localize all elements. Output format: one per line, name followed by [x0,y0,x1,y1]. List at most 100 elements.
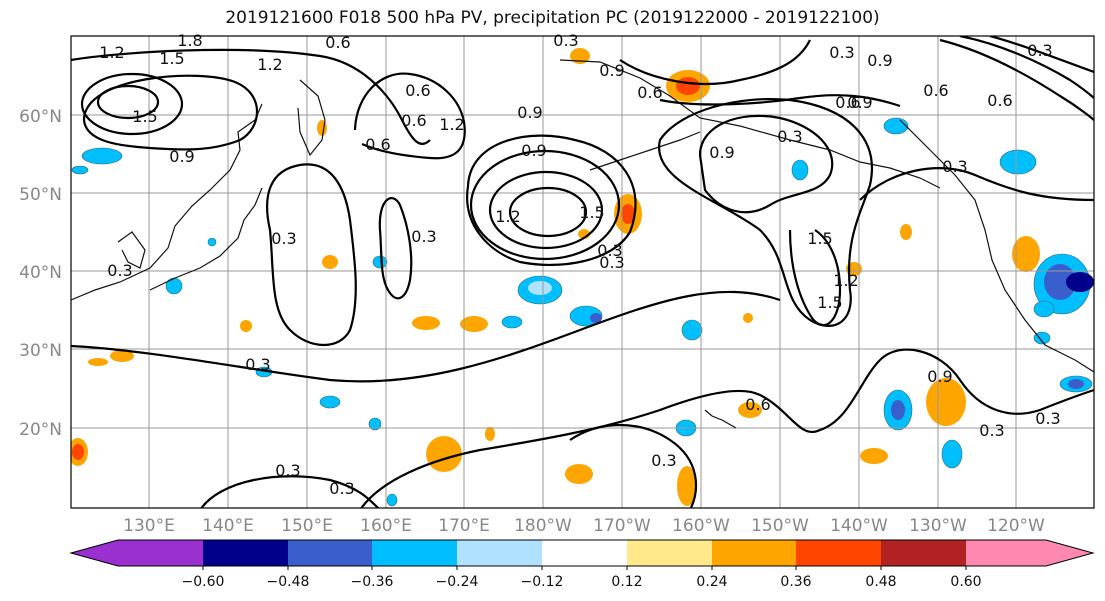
contour-west-1 [82,74,259,151]
contour-label: 0.3 [1035,409,1060,428]
colorbar-extend-min [71,540,118,566]
contour-label: 0.6 [923,81,948,100]
lon-label-150e: 150°E [281,516,333,536]
contour-north-alaska [619,39,811,86]
contour-label: 0.3 [271,229,296,248]
precip-negative-area [319,395,341,409]
colorbar-cell [881,540,966,566]
precip-negative-area [590,313,602,323]
contour-label: 0.3 [829,43,854,62]
contour-long-2 [360,359,881,508]
precip-positive-area [677,466,697,506]
contour-ne-pacific [879,348,1094,415]
contour-west-pacific-2 [80,72,184,136]
contour-label: 0.3 [597,241,622,260]
contour-label: 0.9 [169,147,194,166]
precip-positive-area [860,448,888,464]
precip-positive-area [570,48,590,64]
contour-label: 1.5 [807,229,832,248]
lon-label-160w: 160°W [672,516,730,536]
contour-center-pacific-1 [508,186,588,238]
contour-label: 1.5 [159,49,184,68]
map-frame [70,35,1095,509]
lat-label-30n: 30°N [19,341,62,361]
precip-negative-area [71,165,89,175]
precip-positive-area [738,402,762,418]
colorbar-outline [69,539,1095,567]
precip-negative-area [1066,272,1094,292]
colorbar-cell [372,540,457,566]
colorbar-tick-label: 0.36 [780,574,811,590]
contour-label: 0.9 [709,143,734,162]
lat-label-50n: 50°N [19,185,62,205]
lon-label-140e: 140°E [202,516,254,536]
coastline-hawaii [704,409,737,429]
contour-label: 0.6 [405,81,430,100]
precip-negative-area [368,417,382,431]
precip-negative-area [1044,264,1076,300]
lon-label-130w: 130°W [909,516,967,536]
contour-subtropic-1 [200,475,380,508]
lon-label-170w: 170°W [593,516,651,536]
colorbar-tick-label: −0.36 [351,574,394,590]
precip-positive-area [88,358,108,366]
coastline-east-asia [71,103,263,301]
colorbar-tick-label: −0.60 [182,574,225,590]
contour-label: 0.9 [517,103,542,122]
contour-kamchatka [353,72,466,160]
precip-negative-area [165,277,183,295]
colorbar-tick-label: 0.60 [950,574,981,590]
contour-long-1 [71,290,781,383]
contour-label: 1.2 [495,207,520,226]
lon-label-120w: 120°W [987,516,1045,536]
colorbar: −0.60 −0.48 −0.36 −0.24 −0.12 0.12 0.24 0.36 0.4… [69,539,1095,590]
precip-negative-area [207,237,217,247]
contour-label: 0.3 [979,421,1004,440]
contour-label: 0.9 [847,93,872,112]
precip-negative-area [386,493,398,507]
lon-label-130e: 130°E [123,516,175,536]
coastline-aleutians [589,131,701,171]
lat-label-20n: 20°N [19,420,62,440]
precip-positive-area [926,378,966,426]
precip-positive-area [72,444,84,460]
colorbar-cell [542,540,627,566]
contour-ne-3 [989,36,1094,74]
colorbar-cell [627,540,712,566]
contour-label: 0.6 [325,33,350,52]
precip-negative-area [528,281,552,295]
coastlines [71,59,1094,429]
lon-label-140w: 140°W [830,516,888,536]
contour-west-2 [71,48,431,145]
colorbar-cell [712,540,796,566]
precip-negative-area [891,400,905,420]
precip-negative-area [501,315,523,329]
precip-positive-area [565,464,593,484]
precip-negative-area [791,159,809,181]
lon-label-170e: 170°E [438,516,490,536]
lon-label-180w: 180°W [514,516,572,536]
coastline-korea [117,231,146,269]
coastline-north-america [899,119,1094,373]
coastline-alaska [559,59,941,189]
colorbar-tick-label: 0.48 [865,574,896,590]
contour-west-pacific-1 [96,84,160,120]
contour-label: 0.6 [745,395,770,414]
contour-subtropic-2 [569,424,698,508]
contour-ne-2 [959,36,1094,99]
contour-ne-1 [939,38,1094,121]
contour-east-trough [788,229,842,327]
precip-positive-area [317,120,327,136]
precip-negative-area [81,147,123,165]
colorbar-cell [966,540,1046,566]
colorbar-cell [203,540,288,566]
contour-gulf-ak-1 [698,114,834,214]
contour-mid-pac-1 [378,197,413,300]
contour-center-pacific-3 [469,149,621,261]
precip-negative-area [999,149,1037,175]
contour-japan-trough [266,163,357,346]
colorbar-tick-label: −0.48 [267,574,310,590]
pv-contours [71,36,1094,508]
contour-label: 0.6 [987,91,1012,110]
contour-center-pacific-2 [488,170,604,250]
